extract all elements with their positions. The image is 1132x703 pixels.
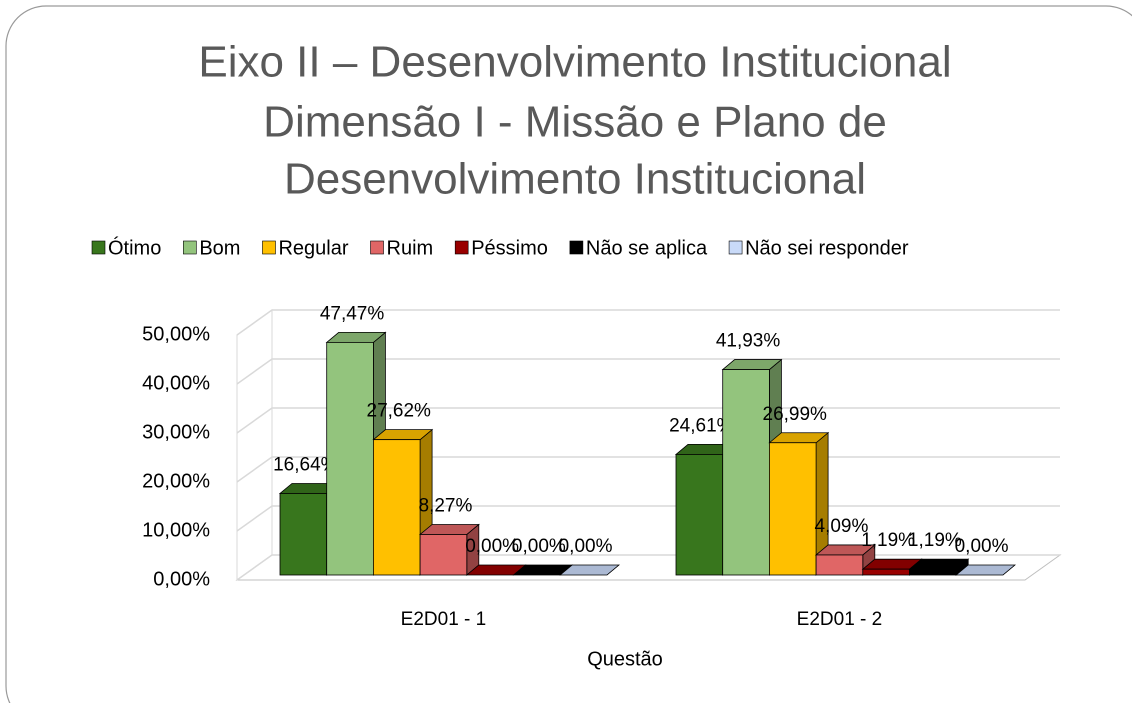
grid-line xyxy=(236,309,1060,336)
bar-front xyxy=(419,534,468,576)
y-tick-label: 20,00% xyxy=(142,470,210,492)
data-label: 24,61% xyxy=(669,415,734,436)
data-label: 27,62% xyxy=(367,401,432,422)
data-label: 0,00% xyxy=(465,536,519,557)
legend-label: Bom xyxy=(199,237,240,259)
legend-swatch xyxy=(728,240,743,255)
bar-front xyxy=(722,369,770,576)
bar-front xyxy=(675,454,724,576)
data-label: 8,27% xyxy=(419,495,473,516)
bar-front xyxy=(815,554,864,576)
bar-top xyxy=(955,564,1017,576)
bar-front xyxy=(862,568,910,576)
data-label: 1,19% xyxy=(908,530,962,551)
chart-title: Dimensão I - Missão e Plano de xyxy=(263,98,887,147)
legend-label: Não se aplica xyxy=(586,237,708,259)
legend-label: Péssimo xyxy=(471,237,548,259)
bar xyxy=(768,431,830,576)
legend-label: Regular xyxy=(278,237,348,259)
grid-line xyxy=(236,407,1060,434)
bar xyxy=(559,564,621,576)
legend-swatch xyxy=(91,240,106,255)
bar xyxy=(418,523,480,576)
y-tick-label: 50,00% xyxy=(142,323,210,345)
legend-label: Ruim xyxy=(387,237,434,259)
data-label: 0,00% xyxy=(955,536,1009,557)
legend-swatch xyxy=(183,240,197,255)
y-tick-label: 0,00% xyxy=(153,568,210,590)
data-label: 16,64% xyxy=(273,454,338,475)
x-axis-title: Questão xyxy=(587,648,663,670)
bar xyxy=(325,331,387,576)
bar-front xyxy=(326,341,374,576)
y-tick-label: 40,00% xyxy=(142,372,210,394)
bar-top xyxy=(559,564,621,576)
data-label: 4,09% xyxy=(815,516,869,537)
grid-line xyxy=(236,358,1060,385)
bar-front xyxy=(372,439,421,576)
data-label: 1,19% xyxy=(861,530,915,551)
legend-swatch xyxy=(262,240,276,255)
legend-swatch xyxy=(569,240,584,255)
bar-front xyxy=(769,442,817,576)
data-label: 26,99% xyxy=(763,404,828,425)
data-label: 0,00% xyxy=(559,536,613,557)
legend-label: Não sei responder xyxy=(745,237,909,259)
x-tick-label: E2D01 - 2 xyxy=(797,609,883,630)
legend-swatch xyxy=(454,240,469,255)
chart-title: Eixo II – Desenvolvimento Institucional xyxy=(198,38,951,87)
bar xyxy=(955,564,1017,576)
data-label: 41,93% xyxy=(716,331,781,352)
y-tick-label: 30,00% xyxy=(142,421,210,443)
x-tick-label: E2D01 - 1 xyxy=(401,609,487,630)
chart-title: Desenvolvimento Institucional xyxy=(284,155,866,204)
legend-swatch xyxy=(370,240,384,255)
data-label: 47,47% xyxy=(320,303,385,324)
legend-label: Ótimo xyxy=(108,236,161,259)
data-label: 0,00% xyxy=(512,536,566,557)
bar xyxy=(908,558,970,576)
bar-front xyxy=(279,493,328,576)
bar-front xyxy=(909,568,957,576)
y-tick-label: 10,00% xyxy=(142,519,210,541)
